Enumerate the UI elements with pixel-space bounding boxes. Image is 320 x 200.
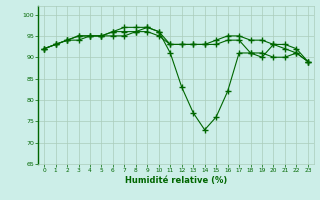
X-axis label: Humidité relative (%): Humidité relative (%) <box>125 176 227 185</box>
